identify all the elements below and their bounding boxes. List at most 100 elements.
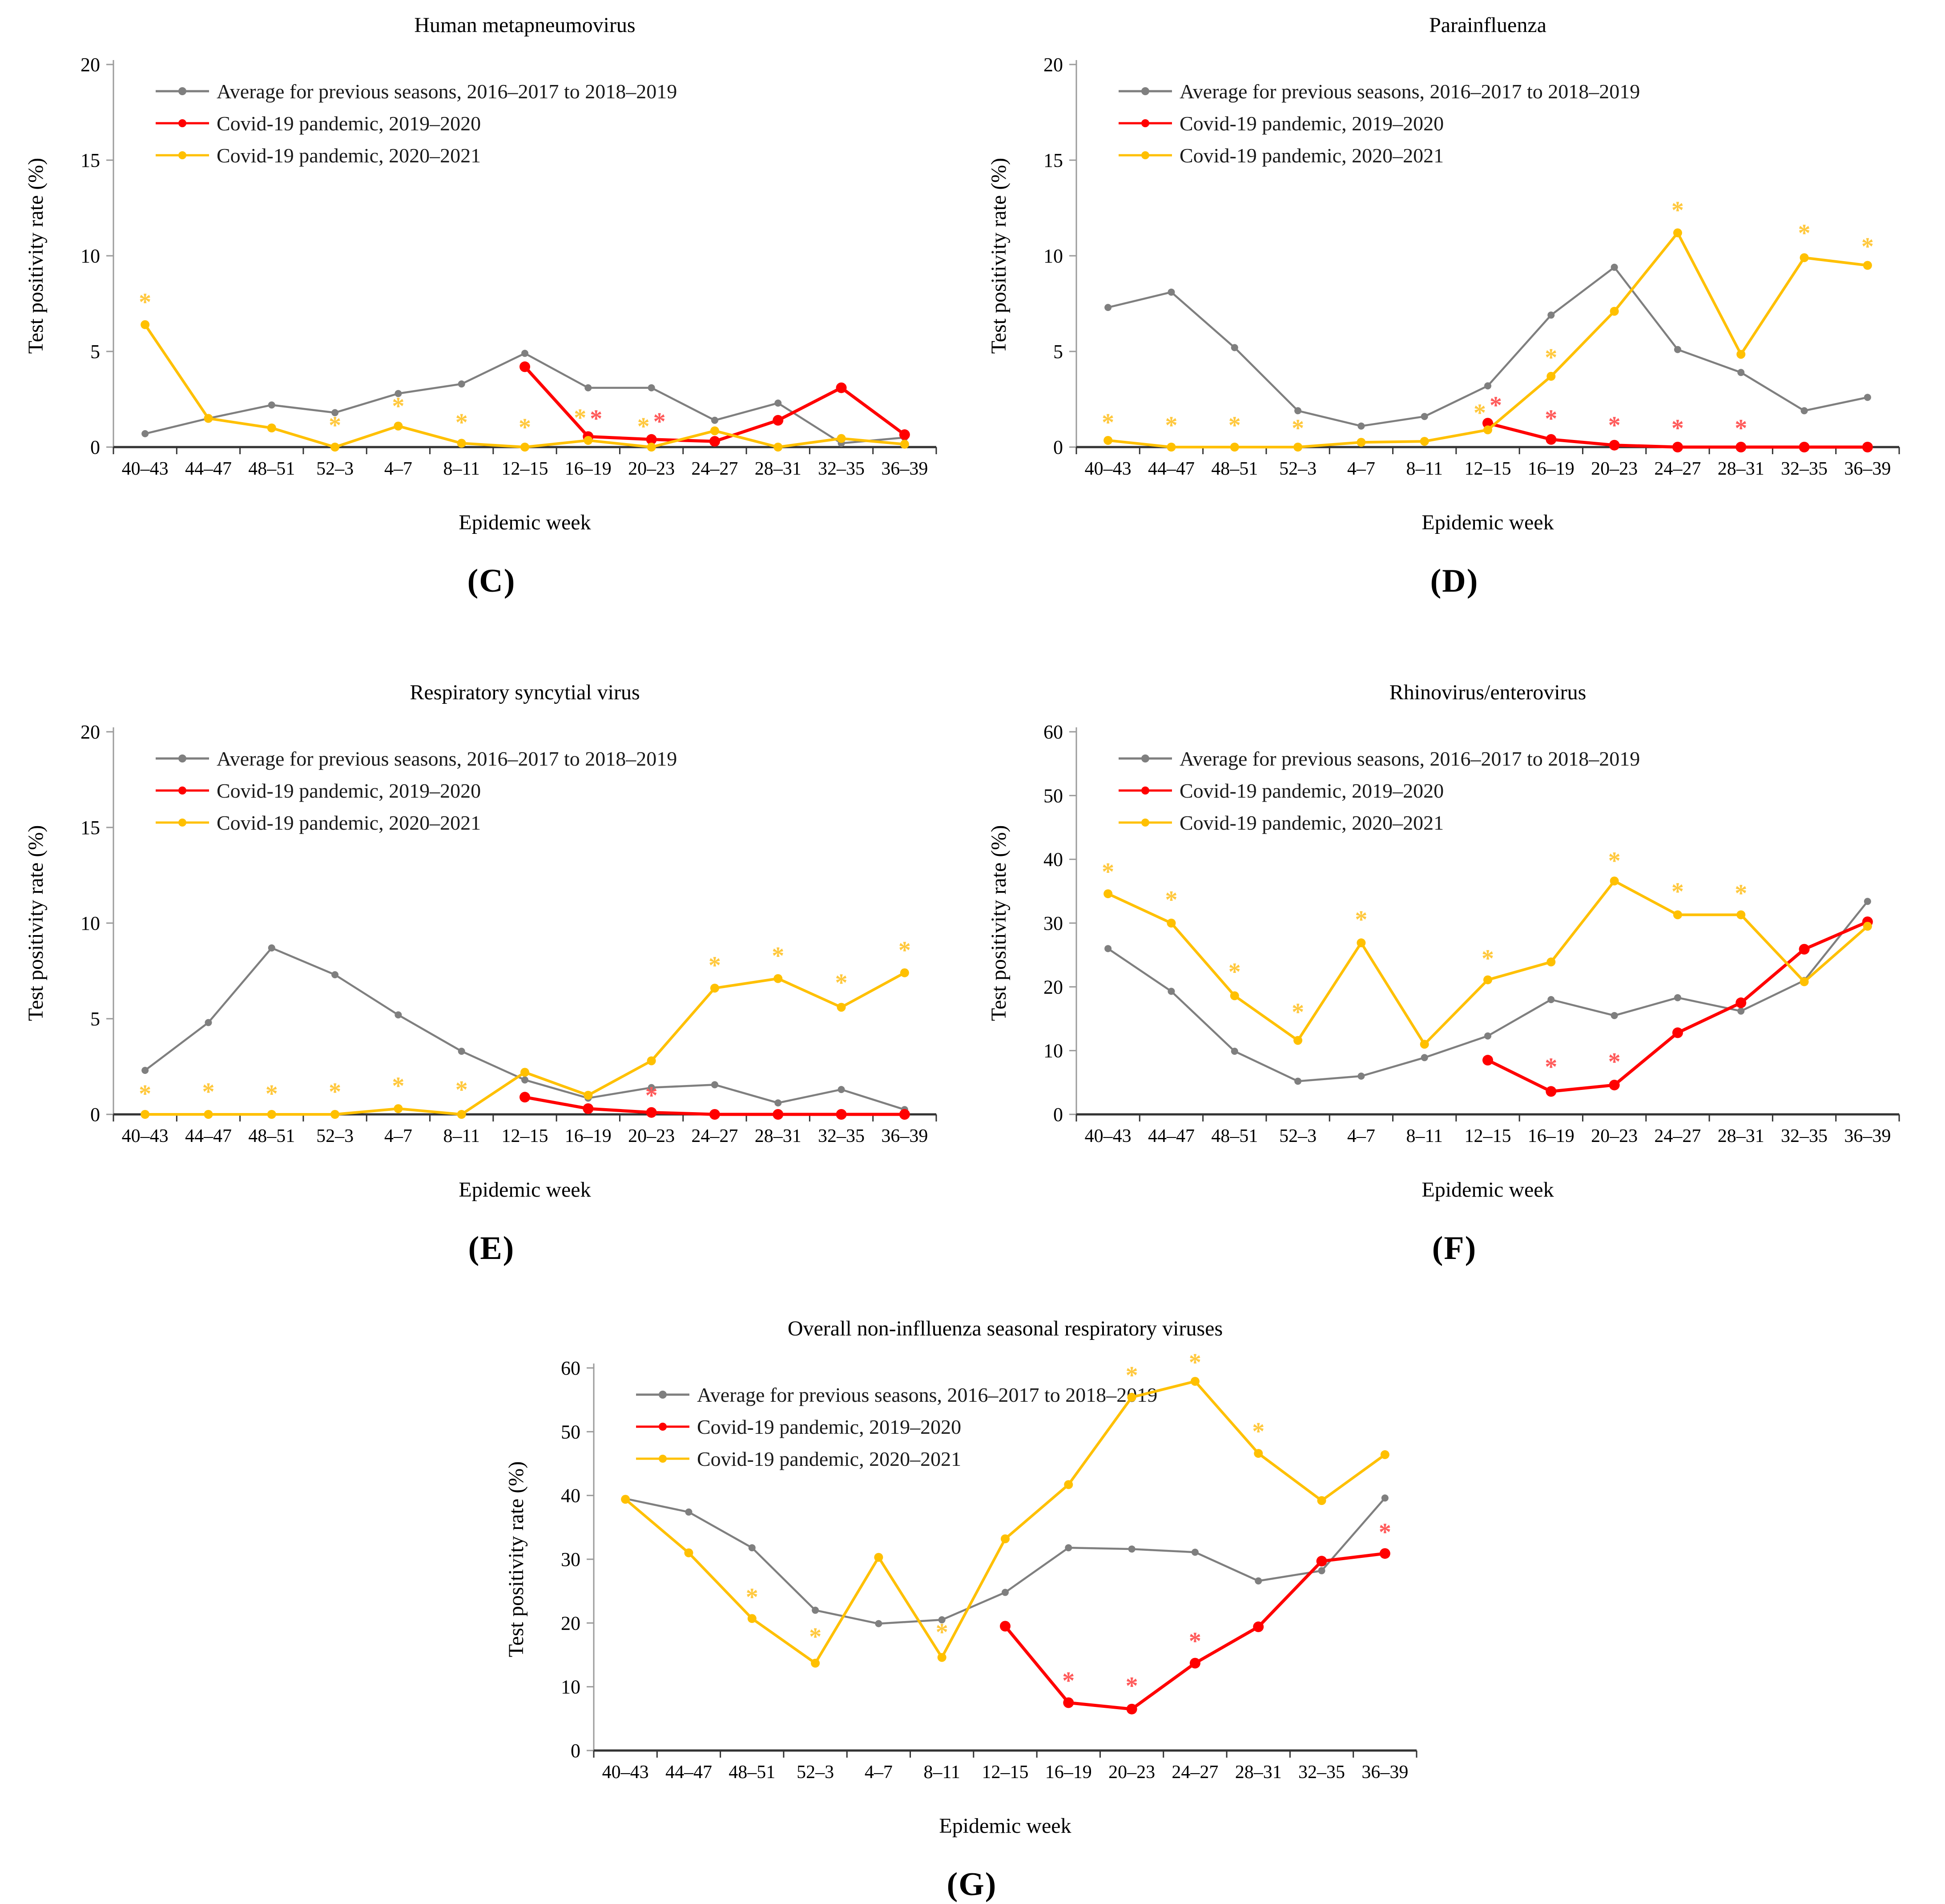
significance-asterisk: * — [1671, 878, 1684, 905]
significance-asterisk: * — [392, 1073, 404, 1100]
y-tick-label: 40 — [1043, 849, 1063, 871]
legend-marker-dot — [1141, 754, 1149, 762]
legend-marker-dot — [1141, 87, 1149, 95]
y-tick-label: 20 — [81, 721, 100, 743]
data-point — [1230, 443, 1239, 452]
x-axis-label: Epidemic week — [1422, 1178, 1554, 1202]
data-point — [1104, 304, 1112, 311]
data-point — [205, 1019, 212, 1026]
data-point — [1063, 1697, 1074, 1708]
x-tick-label: 8–11 — [443, 1126, 479, 1146]
significance-asterisk: * — [1102, 409, 1114, 436]
data-point — [685, 1508, 693, 1516]
chart-rhinovirus-enterovirus: Rhinovirus/enterovirus Test positivity ra… — [987, 681, 1900, 1202]
legend-label: Covid-19 pandemic, 2019–2020 — [1180, 779, 1444, 802]
data-point — [1294, 407, 1302, 415]
x-tick-label: 44–47 — [185, 459, 232, 479]
data-point — [1610, 876, 1619, 886]
significance-asterisk: * — [574, 404, 586, 432]
x-tick-label: 20–23 — [628, 459, 675, 479]
significance-asterisk: * — [1798, 220, 1811, 247]
data-point — [584, 1091, 593, 1100]
x-tick-label: 24–27 — [691, 1126, 738, 1146]
data-point — [1127, 1392, 1136, 1402]
data-point — [1357, 422, 1365, 430]
y-tick-label: 5 — [90, 1008, 100, 1030]
data-point — [267, 424, 276, 432]
legend-label: Covid-19 pandemic, 2019–2020 — [217, 779, 481, 802]
legend-marker-dot — [178, 151, 186, 159]
data-point — [709, 436, 720, 447]
data-point — [1547, 311, 1555, 319]
data-point — [1379, 1548, 1390, 1559]
data-point — [1126, 1703, 1137, 1714]
y-axis-label: Test positivity rate (%) — [987, 158, 1011, 354]
data-point — [458, 380, 465, 388]
significance-asterisk: * — [1292, 998, 1304, 1026]
x-axis-label: Epidemic week — [1422, 511, 1554, 534]
significance-asterisk: * — [1252, 1418, 1264, 1445]
chart-parainfluenza: Parainfluenza Test positivity rate (%) Epi… — [987, 13, 1900, 534]
data-point — [1168, 988, 1175, 995]
x-tick-label: 44–47 — [1148, 1126, 1195, 1146]
data-point — [1611, 1012, 1618, 1019]
data-point — [899, 1109, 910, 1120]
legend-marker-dot — [1141, 787, 1149, 795]
y-tick-label: 0 — [1053, 436, 1063, 458]
data-point — [1609, 1080, 1620, 1091]
data-point — [773, 974, 783, 983]
legend-label: Covid-19 pandemic, 2019–2020 — [697, 1416, 961, 1438]
data-point — [711, 416, 718, 424]
significance-asterisk: * — [1608, 412, 1621, 440]
data-point — [1863, 922, 1872, 931]
data-point — [1065, 1544, 1072, 1552]
data-point — [1167, 443, 1176, 452]
x-tick-label: 36–39 — [1844, 1126, 1891, 1146]
significance-asterisk: * — [266, 1080, 278, 1108]
data-point — [1254, 1449, 1263, 1458]
data-point — [1293, 1036, 1303, 1045]
data-point — [773, 443, 783, 452]
legend-label: Average for previous seasons, 2016–2017 … — [697, 1384, 1157, 1406]
series-line — [1107, 231, 1869, 448]
legend-label: Covid-19 pandemic, 2020–2021 — [217, 811, 481, 834]
significance-asterisk: * — [1126, 1362, 1138, 1389]
y-tick-label: 20 — [1043, 976, 1063, 998]
data-point — [836, 1109, 847, 1120]
y-tick-label: 30 — [561, 1549, 580, 1570]
legend-marker-dot — [178, 787, 186, 795]
legend-label: Covid-19 pandemic, 2020–2021 — [697, 1448, 961, 1470]
data-point — [684, 1548, 693, 1557]
chart-human-metapneumovirus: Human metapneumovirus Test positivity rat… — [24, 13, 937, 534]
x-tick-label: 48–51 — [1211, 459, 1258, 479]
data-point — [710, 984, 719, 993]
x-tick-label: 28–31 — [1235, 1762, 1282, 1783]
x-tick-label: 28–31 — [1718, 1126, 1764, 1146]
x-tick-label: 44–47 — [1148, 459, 1195, 479]
data-point — [711, 1081, 718, 1089]
x-tick-label: 20–23 — [1591, 459, 1638, 479]
significance-asterisk: * — [139, 288, 151, 316]
x-tick-label: 48–51 — [729, 1762, 775, 1783]
data-point — [204, 414, 213, 423]
data-point — [621, 1495, 630, 1504]
x-tick-label: 12–15 — [1465, 1126, 1511, 1146]
data-point — [141, 320, 150, 329]
data-point — [395, 1011, 402, 1019]
y-tick-label: 0 — [90, 436, 100, 458]
data-point — [1380, 1450, 1389, 1459]
x-tick-label: 32–35 — [818, 459, 865, 479]
significance-asterisk: * — [1062, 1667, 1075, 1694]
data-point — [1736, 442, 1747, 452]
data-point — [521, 1076, 528, 1084]
data-point — [1799, 944, 1810, 955]
x-tick-label: 52–3 — [1279, 459, 1317, 479]
x-tick-label: 12–15 — [502, 459, 548, 479]
significance-asterisk: * — [1355, 906, 1367, 934]
y-tick-label: 5 — [90, 341, 100, 363]
legend-label: Covid-19 pandemic, 2020–2021 — [1180, 144, 1444, 167]
y-axis-label: Test positivity rate (%) — [24, 158, 48, 354]
significance-asterisk: * — [1126, 1672, 1138, 1700]
x-tick-label: 48–51 — [1211, 1126, 1258, 1146]
data-point — [646, 434, 657, 445]
